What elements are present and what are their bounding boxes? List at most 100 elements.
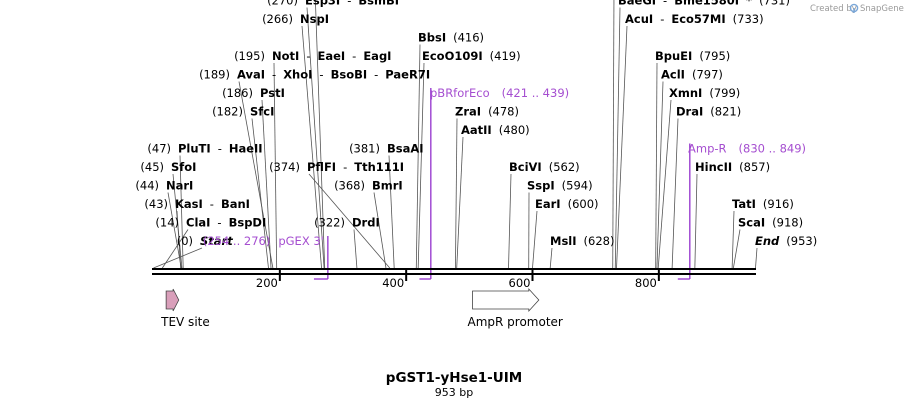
site-text: (731): [759, 0, 790, 8]
site-text: (594): [562, 179, 593, 193]
site-leader: [261, 99, 272, 269]
site-bsaai: (381) BsaAI: [349, 142, 424, 156]
primer-name: pBRforEco: [430, 86, 490, 100]
site-text: (918): [772, 216, 803, 230]
feature-tev-site: TEV site: [160, 288, 210, 329]
site-acli: AclI (797): [661, 68, 723, 82]
enzyme-name: XhoI: [283, 68, 312, 82]
enzyme-name: EcoO109I: [422, 49, 483, 63]
site-text: (797): [692, 68, 723, 82]
site-leader: [616, 25, 628, 269]
site-text: (381): [349, 142, 380, 156]
site-text: (368): [334, 179, 365, 193]
dna-backbone: [152, 268, 756, 275]
site-leader: [549, 247, 553, 269]
enzyme-name: AcuI: [625, 12, 653, 26]
site-zrai: ZraI (478): [455, 105, 519, 119]
site-leader: [694, 173, 698, 269]
enzyme-name: EarI: [535, 197, 561, 211]
site-leader: [415, 44, 421, 269]
site-leader: [732, 229, 741, 269]
site-baegi: BaeGI - Bme1580I * (731): [618, 0, 790, 8]
enzyme-name: HaeII: [229, 142, 263, 156]
enzyme-name: BpuEI: [655, 49, 692, 63]
enzyme-name: BmrI: [372, 179, 403, 193]
enzyme-name: BsoBI: [331, 68, 368, 82]
feature-label: TEV site: [160, 315, 210, 329]
enzyme-name: Eco57MI: [671, 12, 725, 26]
snapgene-credit: Created by SnapGene: [810, 3, 904, 14]
site-text: (478): [488, 105, 519, 119]
site-esp3i: (270) Esp3I - BsmBI: [267, 0, 399, 8]
feature-arrow: [165, 288, 180, 312]
site-text: (600): [568, 197, 599, 211]
site-psti: (186) PstI: [222, 86, 285, 100]
site-text: (857): [739, 160, 770, 174]
site-bmri: (368) BmrI: [334, 179, 403, 193]
backbone-bottom-strand: [152, 273, 756, 275]
site-text: (266): [262, 12, 293, 26]
site-text: (628): [584, 234, 615, 248]
enzyme-name: BbsI: [418, 31, 446, 45]
site-leader: [179, 155, 184, 269]
primer-name: pGEX 3': [278, 234, 324, 248]
primer-range: (830 .. 849): [739, 142, 807, 156]
site-bpuei: BpuEI (795): [655, 49, 730, 63]
site-text: (795): [699, 49, 730, 63]
site-leader: [455, 118, 458, 269]
primer-pbrforeco: pBRforEco (421 .. 439): [419, 86, 569, 280]
enzyme-name: PluTI: [178, 142, 211, 156]
enzyme-name: ClaI: [186, 216, 210, 230]
enzyme-name: PaeR7I: [385, 68, 430, 82]
site-leader: [273, 62, 278, 269]
enzyme-name: BspDI: [229, 216, 267, 230]
site-noti: (195) NotI - EaeI - EagI: [234, 49, 391, 63]
site-text: -: [352, 49, 356, 63]
site-text: -: [343, 160, 347, 174]
enzyme-name: PflFI: [307, 160, 336, 174]
site-leader: [353, 229, 358, 269]
snapgene-logo-icon: [849, 3, 859, 13]
site-text: -: [319, 68, 323, 82]
site-text: (322): [314, 216, 345, 230]
site-scai: ScaI (918): [738, 216, 803, 230]
primer-range: (254 .. 276): [203, 234, 270, 248]
site-avai: (189) AvaI - XhoI - BsoBI - PaeR7I: [199, 68, 430, 82]
site-sfoi: (45) SfoI: [140, 160, 196, 174]
site-text: (416): [453, 31, 484, 45]
enzyme-name: End: [755, 234, 780, 248]
enzyme-name: NarI: [166, 179, 193, 193]
site-leader-lines: [153, 0, 758, 269]
site-acui: AcuI - Eco57MI (733): [625, 12, 764, 26]
axis-ticks: 200 400 600 800: [256, 270, 660, 290]
site-end: End (953): [755, 234, 817, 248]
primer-name: Amp-R: [688, 142, 727, 156]
site-tati: TatI (916): [732, 197, 794, 211]
site-text: (480): [499, 123, 530, 137]
site-text: (821): [710, 105, 741, 119]
site-leader: [671, 118, 679, 269]
site-leader: [508, 173, 512, 269]
map-length: 953 bp: [435, 386, 473, 399]
enzyme-name: Bme1580I: [674, 0, 739, 8]
site-bbsi: BbsI (416): [418, 31, 484, 45]
site-kasi: (43) KasI - BanI: [144, 197, 250, 211]
site-sspi: SspI (594): [527, 179, 593, 193]
site-ecoo109i: EcoO109I (419): [422, 49, 521, 63]
enzyme-name: AclI: [661, 68, 685, 82]
site-leader: [755, 247, 758, 269]
enzyme-name: BanI: [221, 197, 250, 211]
site-text: -: [210, 197, 214, 211]
site-leader: [417, 62, 425, 269]
site-pflfi: (374) PflFI - Tth111I: [269, 160, 404, 174]
site-leader: [251, 118, 269, 269]
enzyme-name: SspI: [527, 179, 555, 193]
site-text: -: [217, 216, 221, 230]
site-leader: [456, 136, 464, 269]
enzyme-name: DraI: [676, 105, 703, 119]
site-text: (182): [212, 105, 243, 119]
site-leader: [656, 81, 664, 269]
site-text: (44): [135, 179, 159, 193]
enzyme-name: PstI: [260, 86, 285, 100]
site-text: (562): [549, 160, 580, 174]
